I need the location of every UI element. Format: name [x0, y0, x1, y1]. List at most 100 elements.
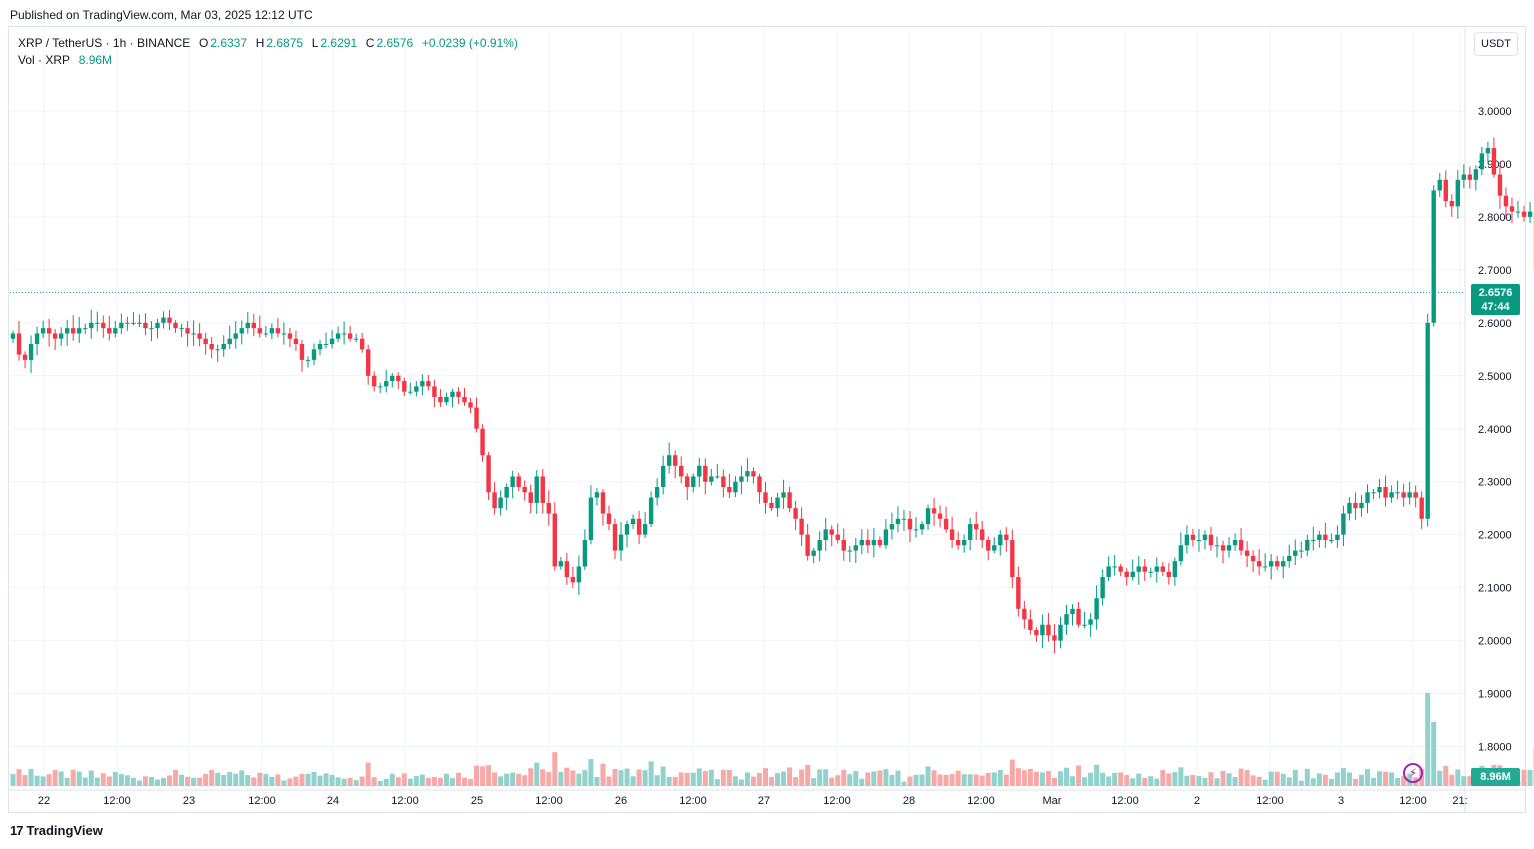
candle-body — [408, 391, 413, 393]
candle-body — [600, 492, 606, 514]
candle-body — [347, 333, 353, 339]
volume-bar — [1112, 772, 1118, 786]
y-tick-label: 2.0000 — [1478, 636, 1512, 648]
candle-body — [28, 344, 34, 360]
legend-high-value: 2.6875 — [266, 36, 304, 50]
candle-body — [841, 539, 846, 551]
volume-bar — [1286, 777, 1292, 786]
candle-body — [1160, 566, 1166, 572]
volume-bar — [401, 773, 407, 786]
volume-bar — [720, 769, 726, 786]
candle-body — [1172, 561, 1178, 578]
volume-bar — [1124, 775, 1130, 786]
volume-bar — [88, 770, 94, 786]
volume-bar — [1238, 768, 1244, 786]
legend-low-value: 2.6291 — [320, 36, 358, 50]
candle-body — [1142, 566, 1147, 572]
currency-button[interactable]: USDT — [1474, 32, 1518, 56]
x-tick-label: 27 — [758, 795, 770, 807]
volume-bar — [1051, 777, 1057, 786]
y-tick-label: 2.8000 — [1478, 212, 1512, 224]
candle-body — [197, 333, 202, 339]
volume-bar — [311, 771, 317, 786]
last-price-tag: 2.6576 47:44 — [1471, 284, 1520, 315]
volume-bar — [805, 764, 811, 786]
candle-body — [612, 524, 618, 551]
volume-bar — [1027, 768, 1033, 786]
candle-body — [22, 354, 28, 360]
candle-body — [697, 465, 702, 477]
candle-body — [691, 476, 696, 488]
volume-bar — [468, 779, 474, 786]
candle-body — [52, 333, 58, 339]
candle-body — [817, 539, 822, 551]
volume-bar — [1184, 775, 1190, 786]
volume-bar — [227, 772, 233, 786]
volume-bar — [443, 773, 449, 786]
candle-body — [510, 476, 515, 488]
candle-body — [119, 322, 124, 329]
candle-body — [1443, 179, 1448, 202]
volume-bar — [702, 771, 708, 786]
candle-body — [546, 502, 551, 514]
candle-body — [522, 487, 527, 493]
volume-bar — [961, 774, 967, 786]
volume-bar — [859, 778, 865, 786]
candle-body — [329, 338, 335, 345]
x-tick-label: 26 — [615, 795, 627, 807]
volume-bar — [913, 774, 919, 786]
candle-body — [191, 333, 196, 335]
volume-bar — [684, 772, 690, 786]
volume-bar — [937, 774, 943, 786]
volume-bar — [395, 777, 401, 786]
volume-bar — [1118, 772, 1124, 786]
legend-symbol[interactable]: XRP / TetherUS · 1h · BINANCE — [18, 36, 191, 50]
candle-body — [1208, 534, 1214, 546]
candle-body — [1088, 619, 1093, 625]
volume-bar — [329, 774, 335, 786]
volume-bar — [1328, 778, 1334, 786]
candle-body — [227, 338, 232, 345]
volume-bar — [1196, 776, 1202, 786]
volume-bar — [203, 773, 209, 786]
volume-bar — [1316, 773, 1322, 786]
volume-bar — [1033, 771, 1039, 786]
chart-frame[interactable] — [8, 26, 1526, 813]
candle-body — [299, 344, 305, 360]
legend-high-label: H — [255, 36, 265, 50]
candle-body — [913, 529, 919, 531]
candle-body — [570, 577, 576, 583]
candle-body — [1262, 566, 1268, 568]
volume-bar — [883, 769, 889, 786]
candle-body — [1070, 608, 1075, 615]
x-tick-label: 22 — [38, 795, 50, 807]
legend-volume-label[interactable]: Vol · XRP — [18, 53, 71, 67]
footer-brand-label: TradingView — [26, 823, 103, 838]
volume-bar — [666, 776, 672, 786]
candle-body — [1064, 614, 1069, 625]
candle-body — [149, 328, 154, 330]
candle-body — [739, 476, 744, 482]
candle-body — [365, 349, 371, 376]
candle-body — [679, 465, 684, 477]
x-tick-label: 12:00 — [1111, 795, 1139, 807]
candle-body — [287, 333, 293, 339]
candle-body — [58, 333, 64, 339]
candle-body — [1022, 608, 1027, 620]
candle-body — [390, 375, 395, 382]
candle-body — [1359, 502, 1364, 509]
candle-body — [727, 487, 732, 493]
candle-body — [1166, 571, 1172, 578]
volume-bar — [612, 768, 618, 786]
candle-body — [558, 561, 564, 567]
volume-bar — [835, 775, 841, 786]
candle-body — [185, 328, 190, 334]
candle-body — [1527, 211, 1533, 217]
volume-bar — [1437, 770, 1443, 786]
volume-bar — [413, 775, 419, 786]
footer-brand[interactable]: 17 TradingView — [10, 823, 103, 838]
candle-body — [1521, 211, 1527, 217]
volume-bar — [1148, 776, 1154, 786]
lightning-icon[interactable]: ⚡ — [1403, 763, 1423, 783]
